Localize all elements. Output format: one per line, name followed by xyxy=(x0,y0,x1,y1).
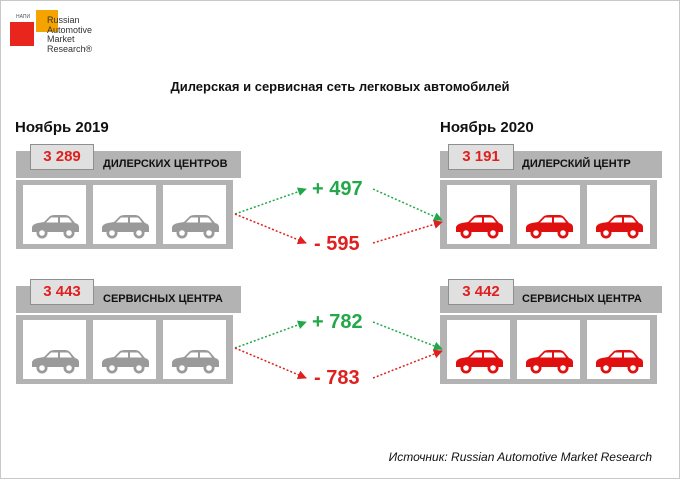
logo-red-square xyxy=(10,22,34,46)
car-icon xyxy=(526,215,573,239)
car-icon xyxy=(596,215,643,239)
garage xyxy=(440,315,657,384)
parking-bay xyxy=(517,185,580,244)
parking-bay xyxy=(23,320,86,379)
dealers-count-2020: 3 191 xyxy=(448,144,514,170)
car-icon xyxy=(456,215,503,239)
dealers-label-2020: ДИЛЕРСКИЙ ЦЕНТР xyxy=(522,158,631,170)
car-icon xyxy=(172,350,219,374)
dealers-label-2019: ДИЛЕРСКИХ ЦЕНТРОВ xyxy=(103,158,228,170)
dealers-count-2019: 3 289 xyxy=(30,144,94,170)
arrow-dealers-close-out xyxy=(372,220,443,244)
garage xyxy=(440,180,657,249)
arrow-dealers-close-in xyxy=(234,213,307,245)
parking-bay xyxy=(447,320,510,379)
car-icon xyxy=(456,350,503,374)
parking-bay xyxy=(517,320,580,379)
parking-bay xyxy=(93,185,156,244)
dealers-closed: - 595 xyxy=(314,233,360,255)
parking-bay xyxy=(163,320,226,379)
source-note: Источник: Russian Automotive Market Rese… xyxy=(388,450,652,464)
logo-orange-square xyxy=(36,10,58,32)
parking-bay xyxy=(163,185,226,244)
dealers-opened: + 497 xyxy=(312,178,363,200)
arrow-service-close-in xyxy=(234,347,307,379)
parking-bay xyxy=(23,185,86,244)
car-icon xyxy=(102,215,149,239)
service-count-2020: 3 442 xyxy=(448,279,514,305)
garage xyxy=(16,315,233,384)
service-closed: - 783 xyxy=(314,367,360,389)
arrow-service-open-in xyxy=(234,320,307,349)
logo-text: Russian Automotive Market Research® xyxy=(47,15,93,54)
arrow-dealers-open-out xyxy=(372,188,443,221)
garage xyxy=(16,180,233,249)
logo-small-text: НАПИ xyxy=(16,14,31,20)
parking-bay xyxy=(447,185,510,244)
service-label-2019: СЕРВИСНЫХ ЦЕНТРА xyxy=(103,293,223,305)
parking-bay xyxy=(587,320,650,379)
car-icon xyxy=(526,350,573,374)
car-icon xyxy=(32,350,79,374)
car-icon xyxy=(172,215,219,239)
left-year: Ноябрь 2019 xyxy=(15,119,109,136)
car-icon xyxy=(596,350,643,374)
arrow-service-open-out xyxy=(372,321,443,351)
arrow-dealers-open-in xyxy=(234,187,307,215)
page-title: Дилерская и сервисная сеть легковых авто… xyxy=(170,79,510,94)
parking-bay xyxy=(587,185,650,244)
car-icon xyxy=(102,350,149,374)
arrow-service-close-out xyxy=(372,349,443,379)
service-count-2019: 3 443 xyxy=(30,279,94,305)
service-label-2020: СЕРВИСНЫХ ЦЕНТРА xyxy=(522,293,642,305)
service-opened: + 782 xyxy=(312,311,363,333)
car-icon xyxy=(32,215,79,239)
right-year: Ноябрь 2020 xyxy=(440,119,534,136)
parking-bay xyxy=(93,320,156,379)
